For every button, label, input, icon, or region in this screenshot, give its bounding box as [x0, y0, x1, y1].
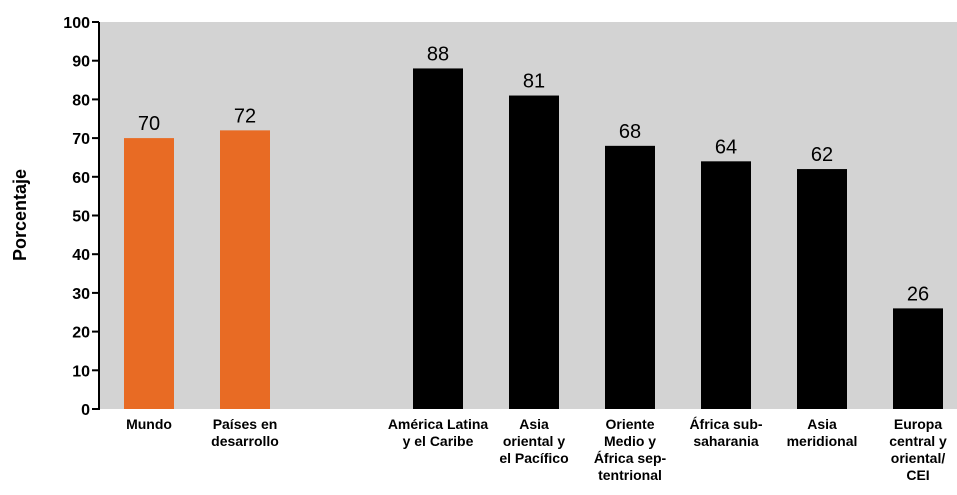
- category-label: Asia oriental y el Pacífico: [499, 416, 568, 466]
- bar-value-label: 62: [811, 144, 833, 166]
- y-tick-label: 90: [72, 54, 90, 71]
- category-label-line: y el Caribe: [403, 433, 474, 449]
- y-tick-label: 60: [72, 170, 90, 187]
- category-label-line: África sep-: [594, 450, 667, 466]
- category-label-line: África sub-: [689, 416, 762, 432]
- bar-value-label: 70: [138, 113, 160, 135]
- category-label-line: saharania: [693, 433, 759, 449]
- bar: [124, 138, 174, 409]
- category-label-line: Asia: [807, 416, 837, 432]
- bar: [893, 308, 943, 409]
- y-tick-label: 50: [72, 209, 90, 226]
- category-label-line: Mundo: [126, 416, 172, 432]
- bar: [509, 95, 559, 409]
- category-label-line: desarrollo: [211, 433, 279, 449]
- category-label-line: meridional: [787, 433, 858, 449]
- y-tick-label: 80: [72, 92, 90, 109]
- category-label-line: Europa: [894, 416, 942, 432]
- bar-value-label: 64: [715, 136, 737, 158]
- category-label-line: Oriente: [605, 416, 654, 432]
- category-label: Mundo: [126, 416, 172, 432]
- category-label: América Latina y el Caribe: [388, 416, 489, 449]
- category-label-line: Países en: [213, 416, 278, 432]
- category-label: Oriente Medio y África sep-tentrional: [594, 416, 667, 483]
- bar: [797, 169, 847, 409]
- bar: [220, 130, 270, 410]
- y-tick-label: 70: [72, 131, 90, 148]
- category-label: Europa central y oriental/CEI: [889, 416, 947, 483]
- bar: [413, 68, 463, 409]
- bar: [605, 145, 655, 409]
- bar-value-label: 88: [427, 43, 449, 65]
- category-label-line: América Latina: [388, 416, 489, 432]
- y-tick-label: 100: [63, 15, 90, 32]
- bar-value-label: 72: [234, 105, 256, 127]
- y-tick-label: 20: [72, 325, 90, 342]
- y-tick-label: 40: [72, 247, 90, 264]
- y-tick-label: 30: [72, 286, 90, 303]
- bar-value-label: 26: [907, 283, 929, 305]
- bar-value-label: 68: [619, 121, 641, 143]
- category-label-line: central y: [889, 433, 947, 449]
- category-label: Asia meridional: [787, 416, 858, 449]
- bar: [701, 161, 751, 409]
- y-axis-label: Porcentaje: [10, 169, 30, 261]
- category-label-line: Asia: [519, 416, 549, 432]
- y-tick-label: 0: [81, 402, 90, 419]
- category-label-line: oriental/: [891, 450, 946, 466]
- category-label-line: CEI: [906, 467, 929, 483]
- category-label-line: tentrional: [598, 467, 662, 483]
- y-tick-label: 10: [72, 363, 90, 380]
- category-label: Países en desarrollo: [211, 416, 279, 449]
- category-label-line: Medio y: [604, 433, 656, 449]
- category-label-line: el Pacífico: [499, 450, 568, 466]
- bar-value-label: 81: [523, 71, 545, 93]
- category-label-line: oriental y: [503, 433, 565, 449]
- category-label: África sub-saharania: [689, 416, 762, 449]
